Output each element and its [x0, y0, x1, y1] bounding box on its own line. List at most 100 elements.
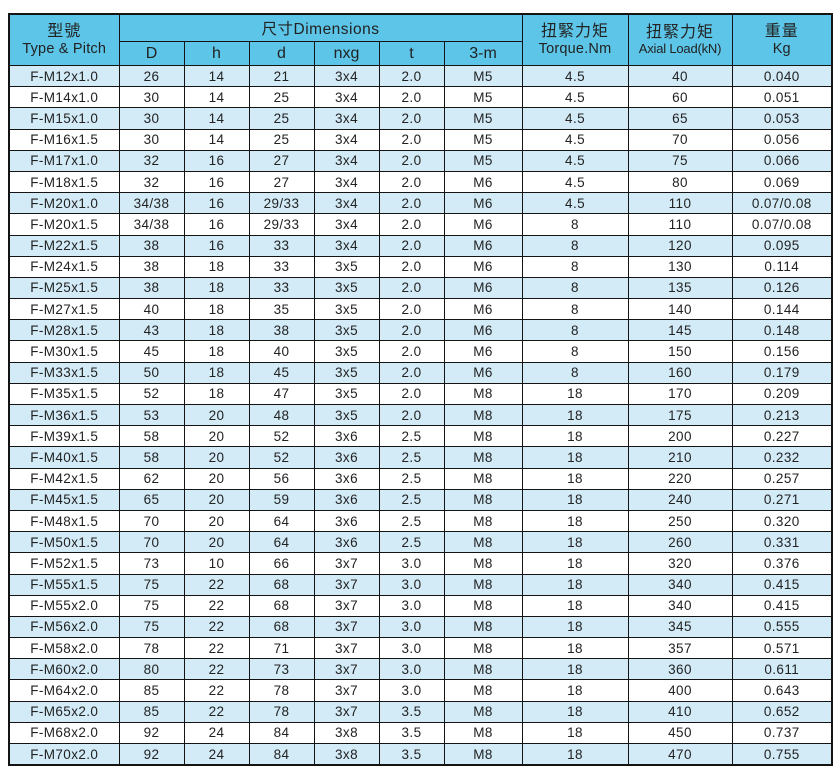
cell-d: 40 — [248, 340, 315, 363]
cell-d: 68 — [248, 573, 315, 596]
cell-axial: 250 — [627, 509, 733, 533]
header-axial-load: 扭緊力矩 Axial Load(kN) — [627, 13, 733, 66]
cell-t: 2.0 — [378, 128, 445, 151]
cell-t: 2.5 — [378, 488, 445, 511]
table-row: F-M52x1.5 73 10 66 3x7 3.0 M8 18 320 0.376 — [8, 552, 833, 575]
cell-model: F-M39x1.5 — [8, 425, 120, 448]
cell-kg: 0.571 — [731, 637, 833, 660]
cell-d: 68 — [248, 615, 315, 639]
table-row: F-M70x2.0 92 24 84 3x8 3.5 M8 18 470 0.755 — [8, 743, 833, 766]
cell-nxg: 3x8 — [313, 721, 380, 745]
cell-D: 58 — [118, 425, 185, 448]
cell-h: 22 — [183, 679, 250, 702]
cell-D: 75 — [118, 615, 185, 639]
cell-t: 2.0 — [378, 213, 445, 236]
cell-h: 18 — [183, 319, 250, 342]
header-weight-en: Kg — [772, 40, 791, 57]
cell-h: 18 — [183, 382, 250, 406]
cell-h: 24 — [183, 721, 250, 745]
cell-nxg: 3x7 — [313, 637, 380, 660]
cell-h: 16 — [183, 192, 250, 215]
cell-d: 84 — [248, 721, 315, 745]
table-row: F-M30x1.5 45 18 40 3x5 2.0 M6 8 150 0.156 — [8, 340, 833, 363]
header-axial-load-en: Axial Load(kN) — [638, 41, 722, 57]
cell-torque: 8 — [521, 340, 629, 363]
cell-d: 59 — [248, 488, 315, 511]
cell-t: 2.5 — [378, 531, 445, 554]
cell-h: 18 — [183, 340, 250, 363]
cell-d: 33 — [248, 234, 315, 257]
cell-kg: 0.271 — [731, 488, 833, 511]
cell-axial: 220 — [627, 467, 733, 490]
cell-kg: 0.555 — [731, 615, 833, 639]
cell-D: 30 — [118, 107, 185, 130]
cell-nxg: 3x4 — [313, 234, 380, 257]
cell-D: 70 — [118, 509, 185, 533]
cell-D: 34/38 — [118, 192, 185, 215]
cell-model: F-M17x1.0 — [8, 149, 120, 172]
table-row: F-M56x2.0 75 22 68 3x7 3.0 M8 18 345 0.555 — [8, 615, 833, 639]
header-weight: 重量 Kg — [731, 13, 833, 66]
cell-D: 85 — [118, 700, 185, 723]
cell-torque: 18 — [521, 721, 629, 745]
header-torque-en: Torque.Nm — [538, 40, 612, 57]
cell-torque: 18 — [521, 552, 629, 575]
cell-model: F-M14x1.0 — [8, 86, 120, 109]
cell-nxg: 3x4 — [313, 64, 380, 88]
cell-h: 20 — [183, 509, 250, 533]
header-torque-zh: 扭緊力矩 — [541, 23, 610, 41]
cell-model: F-M45x1.5 — [8, 488, 120, 511]
cell-kg: 0.156 — [731, 340, 833, 363]
cell-h: 22 — [183, 700, 250, 723]
cell-D: 92 — [118, 721, 185, 745]
cell-h: 22 — [183, 615, 250, 639]
cell-d: 21 — [248, 64, 315, 88]
table-row: F-M48x1.5 70 20 64 3x6 2.5 M8 18 250 0.320 — [8, 509, 833, 533]
cell-kg: 0.209 — [731, 382, 833, 406]
cell-axial: 470 — [627, 743, 733, 766]
cell-nxg: 3x5 — [313, 361, 380, 384]
cell-kg: 0.056 — [731, 128, 833, 151]
cell-model: F-M60x2.0 — [8, 658, 120, 681]
cell-axial: 65 — [627, 107, 733, 130]
cell-m: M8 — [443, 531, 523, 554]
cell-axial: 160 — [627, 361, 733, 384]
cell-axial: 175 — [627, 403, 733, 427]
cell-axial: 110 — [627, 213, 733, 236]
cell-kg: 0.737 — [731, 721, 833, 745]
cell-d: 38 — [248, 319, 315, 342]
cell-torque: 8 — [521, 234, 629, 257]
cell-torque: 4.5 — [521, 86, 629, 109]
cell-D: 40 — [118, 298, 185, 321]
cell-kg: 0.331 — [731, 531, 833, 554]
table-row: F-M58x2.0 78 22 71 3x7 3.0 M8 18 357 0.571 — [8, 637, 833, 660]
cell-model: F-M52x1.5 — [8, 552, 120, 575]
cell-h: 20 — [183, 425, 250, 448]
cell-h: 18 — [183, 255, 250, 278]
cell-m: M8 — [443, 700, 523, 723]
cell-t: 3.0 — [378, 658, 445, 681]
cell-axial: 135 — [627, 276, 733, 300]
cell-m: M8 — [443, 425, 523, 448]
cell-model: F-M68x2.0 — [8, 721, 120, 745]
cell-D: 78 — [118, 637, 185, 660]
cell-model: F-M28x1.5 — [8, 319, 120, 342]
cell-t: 2.0 — [378, 361, 445, 384]
cell-m: M8 — [443, 658, 523, 681]
table-row: F-M15x1.0 30 14 25 3x4 2.0 M5 4.5 65 0.053 — [8, 107, 833, 130]
cell-axial: 345 — [627, 615, 733, 639]
cell-kg: 0.07/0.08 — [731, 192, 833, 215]
cell-D: 38 — [118, 234, 185, 257]
cell-axial: 40 — [627, 64, 733, 88]
cell-model: F-M33x1.5 — [8, 361, 120, 384]
cell-d: 73 — [248, 658, 315, 681]
cell-D: 30 — [118, 86, 185, 109]
cell-nxg: 3x5 — [313, 276, 380, 300]
table-row: F-M25x1.5 38 18 33 3x5 2.0 M6 8 135 0.126 — [8, 276, 833, 300]
cell-t: 2.0 — [378, 64, 445, 88]
cell-model: F-M27x1.5 — [8, 298, 120, 321]
spec-table-container: 型號 Type & Pitch 尺寸Dimensions 扭緊力矩 Torque… — [8, 13, 834, 766]
cell-nxg: 3x7 — [313, 658, 380, 681]
cell-nxg: 3x4 — [313, 107, 380, 130]
cell-torque: 8 — [521, 298, 629, 321]
